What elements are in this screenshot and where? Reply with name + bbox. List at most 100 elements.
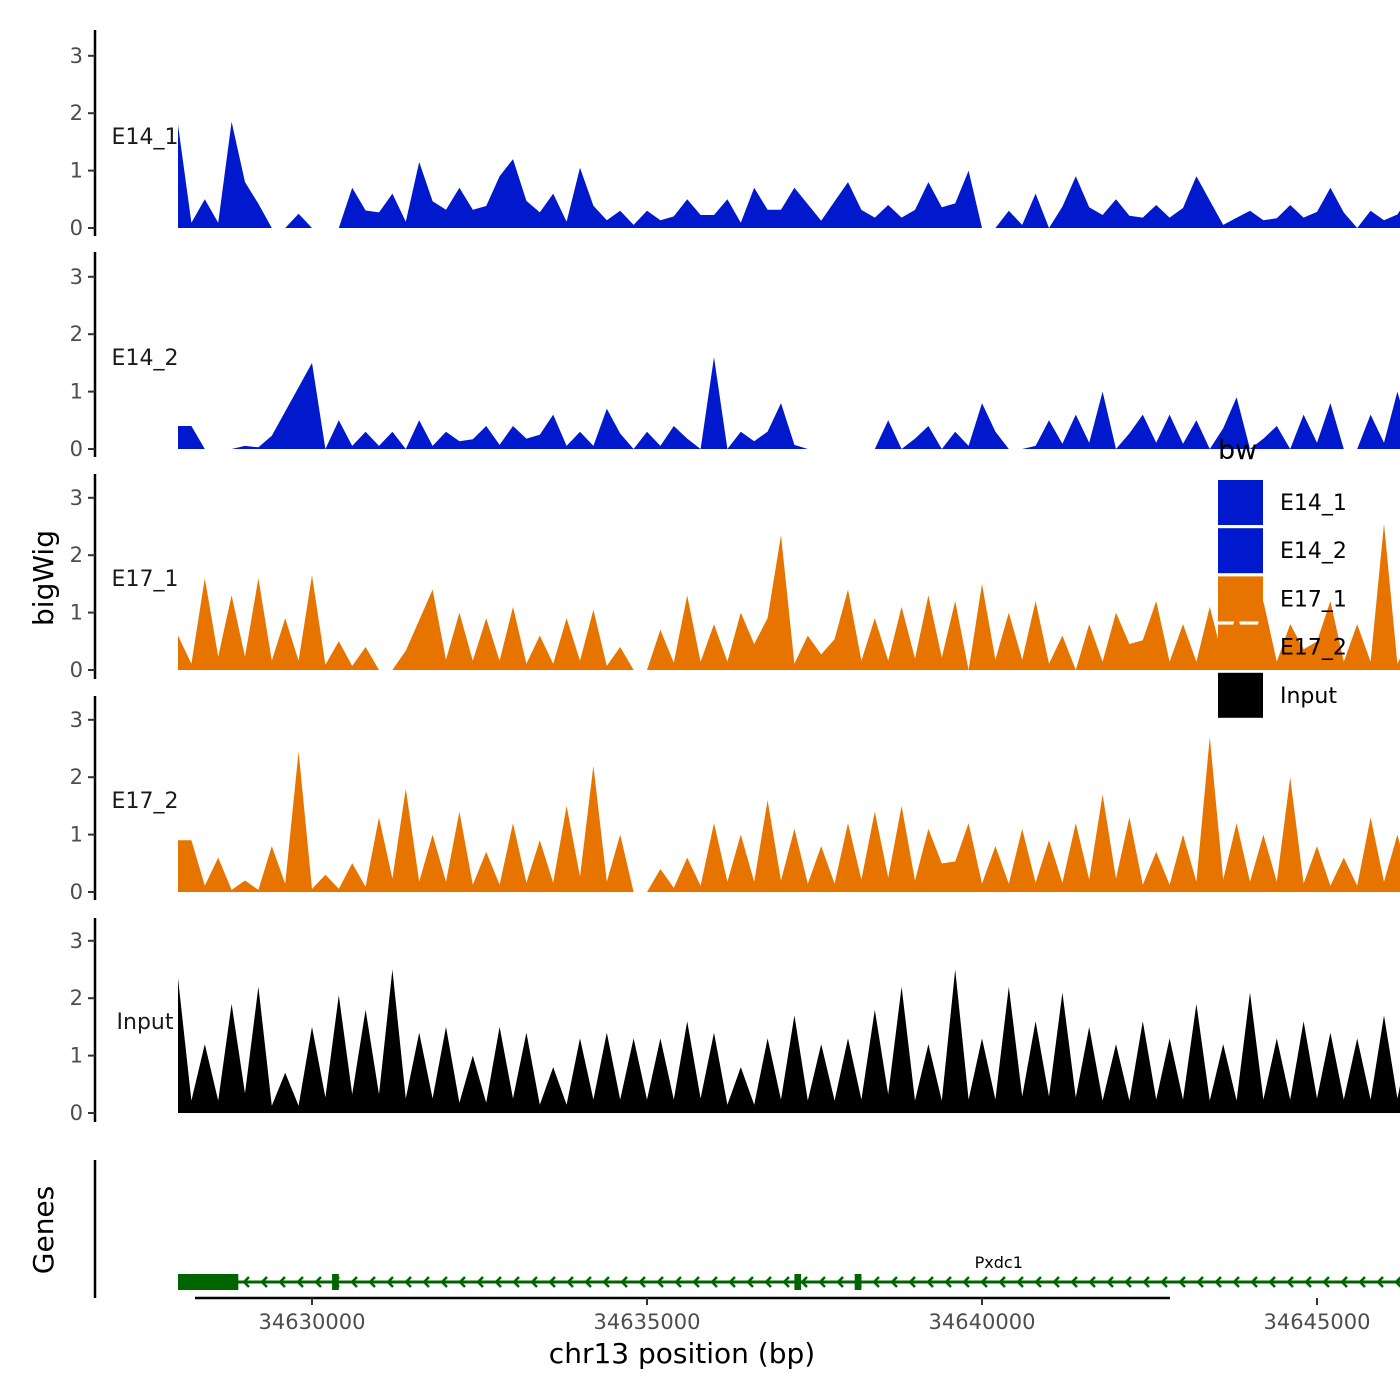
legend-key-E14_2 [1218, 528, 1263, 574]
strand-arrow [998, 1276, 1006, 1288]
y-tick-label: 1 [70, 159, 83, 183]
strand-arrow [296, 1276, 304, 1288]
strand-arrow [1340, 1276, 1348, 1288]
y-tick-label: 0 [70, 437, 83, 461]
track-label: E17_1 [112, 567, 179, 592]
strand-arrow [548, 1276, 556, 1288]
strand-arrow [926, 1276, 934, 1288]
strand-arrow [476, 1276, 484, 1288]
strand-arrow [458, 1276, 466, 1288]
strand-arrow [1322, 1276, 1330, 1288]
y-tick-label: 2 [70, 986, 83, 1010]
y-axis-title: bigWig [27, 530, 60, 626]
x-tick-label: 34630000 [259, 1310, 366, 1334]
strand-arrow [1052, 1276, 1060, 1288]
legend-title: bw [1218, 435, 1257, 466]
strand-arrow [1286, 1276, 1294, 1288]
y-tick-label: 1 [70, 1044, 83, 1068]
strand-arrow [782, 1276, 790, 1288]
strand-arrow [440, 1276, 448, 1288]
strand-arrow [1178, 1276, 1186, 1288]
y-tick-label: 1 [70, 823, 83, 847]
strand-arrow [512, 1276, 520, 1288]
y-tick-label: 0 [70, 880, 83, 904]
strand-arrow [1142, 1276, 1150, 1288]
y-tick-label: 2 [70, 765, 83, 789]
y-tick-label: 3 [70, 708, 83, 732]
strand-arrow [620, 1276, 628, 1288]
track-label: E14_1 [112, 125, 179, 150]
strand-arrow [1124, 1276, 1132, 1288]
legend-label-Input: Input [1280, 684, 1337, 709]
strand-arrow [800, 1276, 808, 1288]
gene-exon [794, 1274, 802, 1290]
x-axis-title: chr13 position (bp) [549, 1337, 815, 1370]
legend-label-E17_1: E17_1 [1280, 587, 1347, 612]
tracks-layer: 0 1 2 3 E14_1 0 1 2 3 E14_2 0 1 2 3 E17_1 0 1 2 3 E17_2 0 1 2 3… [70, 30, 1400, 1125]
y-tick-label: 1 [70, 380, 83, 404]
legend-label-E17_2: E17_2 [1280, 636, 1347, 661]
y-tick-label: 0 [70, 1101, 83, 1125]
x-axis: 3463000034635000346400003464500034650000… [195, 1296, 1371, 1334]
strand-arrow [1016, 1276, 1024, 1288]
strand-arrow [980, 1276, 988, 1288]
y-tick-label: 3 [70, 486, 83, 510]
strand-arrow [350, 1276, 358, 1288]
strand-arrow [656, 1276, 664, 1288]
x-tick-label: 34645000 [1264, 1310, 1371, 1334]
strand-arrow [386, 1276, 394, 1288]
strand-arrow [584, 1276, 592, 1288]
strand-arrow [530, 1276, 538, 1288]
strand-arrow [692, 1276, 700, 1288]
strand-arrow [818, 1276, 826, 1288]
strand-arrow [764, 1276, 772, 1288]
strand-arrow [1394, 1276, 1400, 1288]
legend: bw E14_1 E14_2 E17_1 E17_2 Input [1218, 435, 1347, 718]
strand-arrow [404, 1276, 412, 1288]
strand-arrow [1232, 1276, 1240, 1288]
track-E17_2: 0 1 2 3 E17_2 [70, 696, 1400, 904]
strand-arrow [962, 1276, 970, 1288]
strand-arrow [872, 1276, 880, 1288]
y-tick-label: 2 [70, 543, 83, 567]
legend-label-E14_2: E14_2 [1280, 539, 1347, 564]
track-label: Input [117, 1010, 174, 1035]
gene-exon [332, 1274, 339, 1290]
coverage-area-E17_2 [178, 737, 1400, 892]
strand-arrow [836, 1276, 844, 1288]
legend-key-Input [1218, 672, 1263, 718]
strand-arrow [494, 1276, 502, 1288]
strand-arrow [638, 1276, 646, 1288]
track-E17_1: 0 1 2 3 E17_1 [70, 474, 1400, 682]
coverage-area-E17_1 [178, 523, 1400, 670]
track-E14_1: 0 1 2 3 E14_1 [70, 30, 1400, 240]
gene-exon [178, 1274, 239, 1290]
strand-arrow [1196, 1276, 1204, 1288]
y-tick-label: 3 [70, 265, 83, 289]
strand-arrow [1376, 1276, 1384, 1288]
strand-arrow [908, 1276, 916, 1288]
y-tick-label: 0 [70, 216, 83, 240]
strand-arrow [728, 1276, 736, 1288]
track-E14_2: 0 1 2 3 E14_2 [70, 252, 1400, 461]
legend-key-E17_2 [1218, 624, 1263, 670]
y-tick-label: 0 [70, 658, 83, 682]
track-label: E17_2 [112, 789, 179, 814]
strand-arrow [1250, 1276, 1258, 1288]
gene-Pxdc1: Pxdc1 [178, 1253, 1400, 1290]
strand-arrow [710, 1276, 718, 1288]
gene-exon [854, 1274, 862, 1290]
strand-arrow [746, 1276, 754, 1288]
strand-arrow [1160, 1276, 1168, 1288]
x-tick-label: 34635000 [594, 1310, 701, 1334]
y-tick-label: 3 [70, 44, 83, 68]
strand-arrow [1034, 1276, 1042, 1288]
genes-layer: Pxdc1Gm15908 [93, 1160, 1400, 1298]
coverage-area-E14_1 [178, 121, 1400, 228]
y-tick-label: 1 [70, 601, 83, 625]
strand-arrow [1214, 1276, 1222, 1288]
strand-arrow [1304, 1276, 1312, 1288]
track-Input: 0 1 2 3 Input [70, 918, 1400, 1125]
track-label: E14_2 [112, 346, 179, 371]
